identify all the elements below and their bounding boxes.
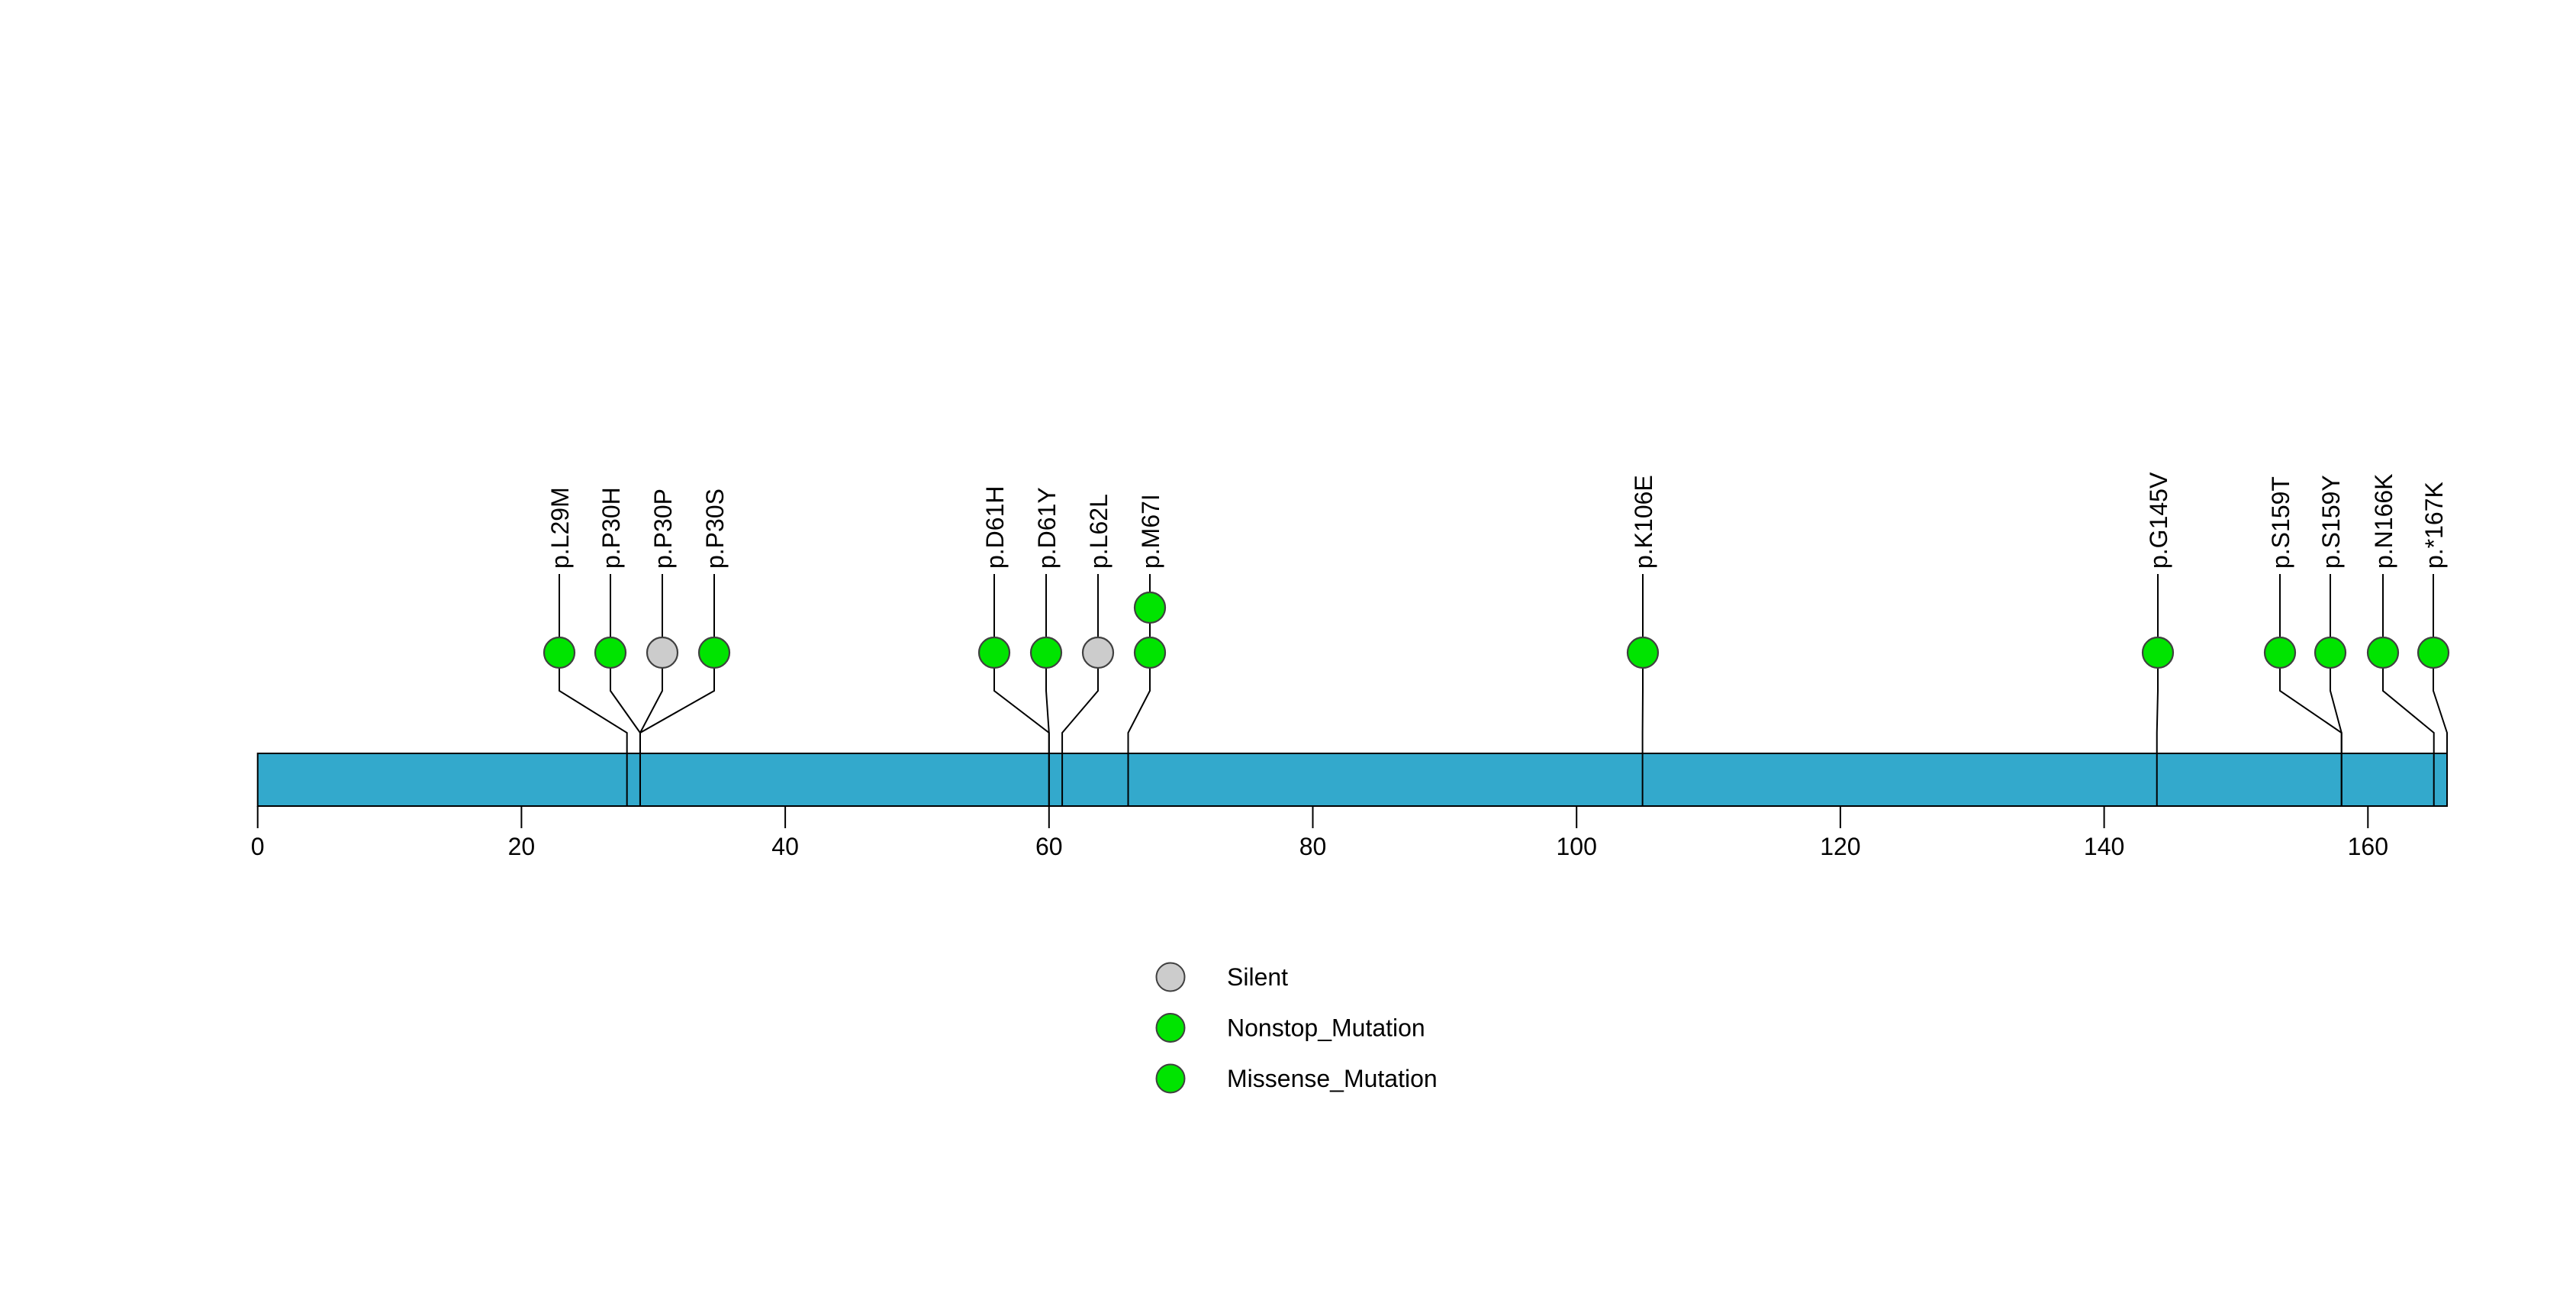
legend-item: Nonstop_Mutation [1155, 1013, 1425, 1043]
mutation-marker [697, 636, 731, 669]
axis-tick-label: 40 [771, 833, 799, 860]
mutation-label: p.L29M [546, 487, 574, 569]
mutation-lollipop: p.N166K [2366, 473, 2435, 806]
legend-label: Nonstop_Mutation [1227, 1014, 1425, 1042]
mutation-label: p.N166K [2370, 473, 2397, 569]
mutation-label: p.*167K [2420, 482, 2448, 569]
legend-label: Missense_Mutation [1227, 1065, 1438, 1092]
connector-line [639, 574, 715, 806]
mutation-lollipop: p.S159Y [2314, 475, 2347, 806]
legend-swatch-icon [1155, 1013, 1186, 1043]
axis-tick-label: 160 [2348, 833, 2388, 860]
mutation-label: p.D61H [981, 486, 1009, 569]
connector-line [1045, 574, 1050, 806]
mutation-marker [2366, 636, 2400, 669]
mutation-marker [1029, 636, 1063, 669]
mutation-lollipop: p.K106E [1626, 475, 1660, 806]
connector-line [1127, 574, 1151, 806]
connector-line [559, 574, 628, 806]
connector-line [2156, 574, 2159, 806]
mutation-lollipop: p.D61Y [1029, 487, 1063, 806]
mutation-lollipop: p.L29M [543, 487, 628, 806]
mutation-label: p.D61Y [1033, 487, 1061, 569]
mutation-marker [1133, 591, 1167, 624]
legend-item: Silent [1155, 962, 1288, 992]
connector-line [2382, 574, 2435, 806]
mutation-marker [2417, 636, 2450, 669]
mutation-lollipop: p.P30S [639, 489, 731, 806]
mutation-marker [2314, 636, 2347, 669]
protein-backbone [256, 753, 2449, 807]
legend-label: Silent [1227, 963, 1288, 991]
mutation-label: p.G145V [2145, 472, 2172, 569]
mutation-lollipop: p.L62L [1061, 494, 1115, 806]
mutation-marker [977, 636, 1011, 669]
mutation-label: p.M67I [1137, 494, 1164, 569]
axis-tick-label: 20 [508, 833, 536, 860]
mutation-marker [594, 636, 627, 669]
axis-tick-label: 0 [251, 833, 265, 860]
connector-line [2433, 574, 2449, 806]
mutation-marker [646, 636, 679, 669]
connector-line [1061, 574, 1099, 806]
connector-line [2330, 574, 2343, 806]
legend: Silent Nonstop_Mutation Missense_Mutation [1155, 962, 1438, 1094]
legend-swatch-icon [1155, 1063, 1186, 1094]
mutation-lollipop: p.P30P [639, 489, 679, 806]
mutation-label: p.P30S [701, 489, 729, 569]
axis-tick-label: 100 [1557, 833, 1597, 860]
mutation-lollipop: p.M67I [1127, 494, 1167, 806]
mutation-label: p.K106E [1630, 475, 1657, 569]
axis-tick-label: 60 [1035, 833, 1063, 860]
mutation-marker [2263, 636, 2297, 669]
mutation-label: p.P30P [649, 489, 677, 569]
mutation-marker [2141, 636, 2175, 669]
mutation-label: p.S159Y [2317, 475, 2345, 569]
mutation-lollipop: p.P30H [594, 487, 641, 806]
mutation-label: p.P30H [597, 487, 625, 569]
legend-item: Missense_Mutation [1155, 1063, 1438, 1094]
axis-tick-label: 80 [1299, 833, 1327, 860]
mutation-marker [1133, 636, 1167, 669]
mutation-lollipop: p.*167K [2417, 482, 2450, 806]
axis-tick-label: 140 [2084, 833, 2124, 860]
mutation-lollipop: p.G145V [2141, 472, 2175, 806]
mutation-marker [1081, 636, 1115, 669]
mutation-marker [1626, 636, 1660, 669]
mutation-marker [543, 636, 576, 669]
mutation-label: p.L62L [1085, 494, 1113, 569]
axis-tick-label: 120 [1820, 833, 1860, 860]
mutation-label: p.S159T [2267, 476, 2294, 569]
legend-swatch-icon [1155, 962, 1186, 992]
